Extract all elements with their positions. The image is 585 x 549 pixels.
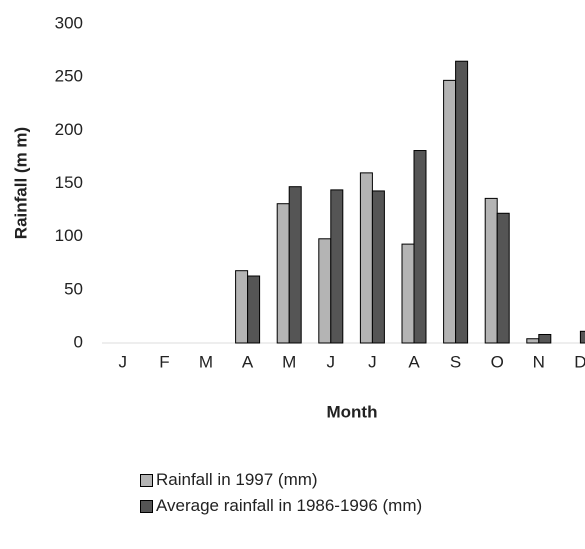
y-tick-label: 0 bbox=[74, 332, 83, 351]
legend-swatch bbox=[140, 500, 153, 513]
y-tick-label: 300 bbox=[55, 13, 83, 32]
x-tick-label: S bbox=[450, 352, 461, 371]
bar bbox=[579, 330, 585, 344]
x-tick-label: F bbox=[159, 352, 169, 371]
bar bbox=[330, 189, 344, 344]
bar bbox=[371, 190, 385, 344]
bar bbox=[318, 238, 332, 344]
x-tick-label: N bbox=[533, 352, 545, 371]
x-tick-label: A bbox=[242, 352, 254, 371]
x-tick-label: J bbox=[327, 352, 336, 371]
bar bbox=[247, 275, 261, 344]
x-tick-label: J bbox=[119, 352, 128, 371]
bar bbox=[288, 186, 302, 344]
bar bbox=[443, 79, 457, 344]
legend-label: Average rainfall in 1986-1996 (mm) bbox=[156, 496, 423, 515]
legend-item: Rainfall in 1997 (mm) bbox=[140, 470, 460, 490]
y-tick-label: 250 bbox=[55, 67, 83, 86]
legend: Rainfall in 1997 (mm) Average rainfall in… bbox=[140, 470, 460, 522]
bar bbox=[538, 333, 552, 344]
bar bbox=[455, 60, 469, 344]
bar bbox=[235, 270, 249, 344]
y-tick-label: 100 bbox=[55, 226, 83, 245]
y-axis-label: Rainfall (m m) bbox=[11, 127, 30, 239]
bar bbox=[484, 197, 498, 344]
bar bbox=[401, 243, 415, 344]
legend-swatch bbox=[140, 474, 153, 487]
x-tick-label: A bbox=[408, 352, 420, 371]
x-tick-label: D bbox=[574, 352, 585, 371]
bar bbox=[276, 203, 290, 344]
x-tick-label: M bbox=[199, 352, 213, 371]
x-tick-label: M bbox=[282, 352, 296, 371]
bar bbox=[526, 338, 540, 344]
legend-item: Average rainfall in 1986-1996 (mm) bbox=[140, 496, 460, 516]
x-tick-label: O bbox=[491, 352, 504, 371]
x-axis-label: Month bbox=[327, 402, 378, 421]
y-tick-label: 200 bbox=[55, 120, 83, 139]
y-tick-label: 50 bbox=[64, 279, 83, 298]
y-tick-label: 150 bbox=[55, 173, 83, 192]
bar bbox=[413, 150, 427, 344]
bar bbox=[359, 172, 373, 344]
legend-label: Rainfall in 1997 (mm) bbox=[156, 470, 318, 489]
bar bbox=[496, 212, 510, 344]
x-tick-label: J bbox=[368, 352, 377, 371]
